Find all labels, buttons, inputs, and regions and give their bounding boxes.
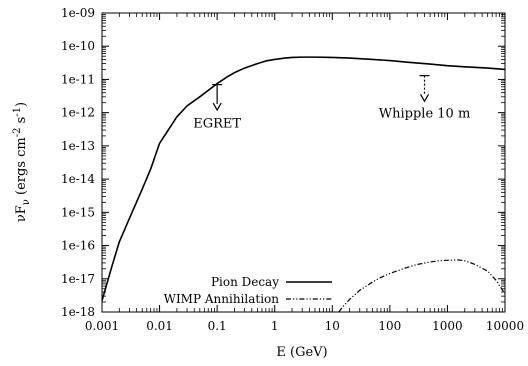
x-tick-label: 100 xyxy=(378,319,401,333)
y-tick-label: 1e-15 xyxy=(61,205,95,219)
y-tick-labels: 1e-18 1e-17 1e-16 1e-15 1e-14 1e-13 1e-12 1e-11… xyxy=(61,6,95,319)
y-axis-label-units-open: (ergs cm xyxy=(14,137,29,199)
y-axis-label-mid: s xyxy=(14,117,29,128)
plot-area xyxy=(101,12,506,313)
series-lines xyxy=(101,56,506,313)
plot-frame xyxy=(101,12,506,313)
y-tick-label: 1e-18 xyxy=(61,305,95,319)
y-tick-label: 1e-17 xyxy=(61,272,95,286)
y-tick-label: 1e-13 xyxy=(61,139,95,153)
annotation-label-whipple-10-m: Whipple 10 m xyxy=(379,107,471,122)
x-tick-label: 10 xyxy=(325,319,340,333)
arrow-head-icon xyxy=(212,102,222,112)
x-tick-label: 10000 xyxy=(486,319,524,333)
y-tick-label: 1e-11 xyxy=(61,72,95,86)
x-tick-labels: 0.001 0.01 0.1 1 10 100 1000 10000 xyxy=(85,319,524,333)
y-tick-label: 1e-16 xyxy=(61,239,95,253)
y-axis-label-main: νF xyxy=(14,205,29,222)
y-axis-label-units-close: ) xyxy=(14,102,29,107)
y-tick-label: 1e-10 xyxy=(61,39,95,53)
y-axis-label: νFν (ergs cm-2 s-1) xyxy=(12,102,32,222)
y-tick-label: 1e-14 xyxy=(61,172,95,186)
series-line-pion-decay xyxy=(101,56,506,301)
x-tick-label: 0.01 xyxy=(146,319,173,333)
y-axis-label-exp1: -2 xyxy=(12,128,23,138)
x-tick-label: 1000 xyxy=(432,319,463,333)
x-axis-label: E (GeV) xyxy=(276,345,327,360)
legend: Pion Decay WIMP Annihilation xyxy=(164,275,332,306)
y-tick-label: 1e-12 xyxy=(61,106,95,120)
arrow-head-icon xyxy=(419,93,430,103)
annotation-label-egret: EGRET xyxy=(193,117,241,132)
x-tick-label: 0.1 xyxy=(208,319,227,333)
y-axis-label-exp2: -1 xyxy=(12,107,23,117)
y-tick-label: 1e-09 xyxy=(61,6,95,20)
y-axis-label-sub: ν xyxy=(21,199,32,205)
legend-label-wimp-annihilation: WIMP Annihilation xyxy=(164,292,280,306)
series-line-wimp-annihilation xyxy=(338,259,506,313)
x-tick-label: 1 xyxy=(271,319,279,333)
annotations: EGRET Whipple 10 m xyxy=(193,75,471,132)
axis-ticks xyxy=(101,12,506,313)
legend-label-pion-decay: Pion Decay xyxy=(211,275,279,289)
x-tick-label: 0.001 xyxy=(85,319,119,333)
